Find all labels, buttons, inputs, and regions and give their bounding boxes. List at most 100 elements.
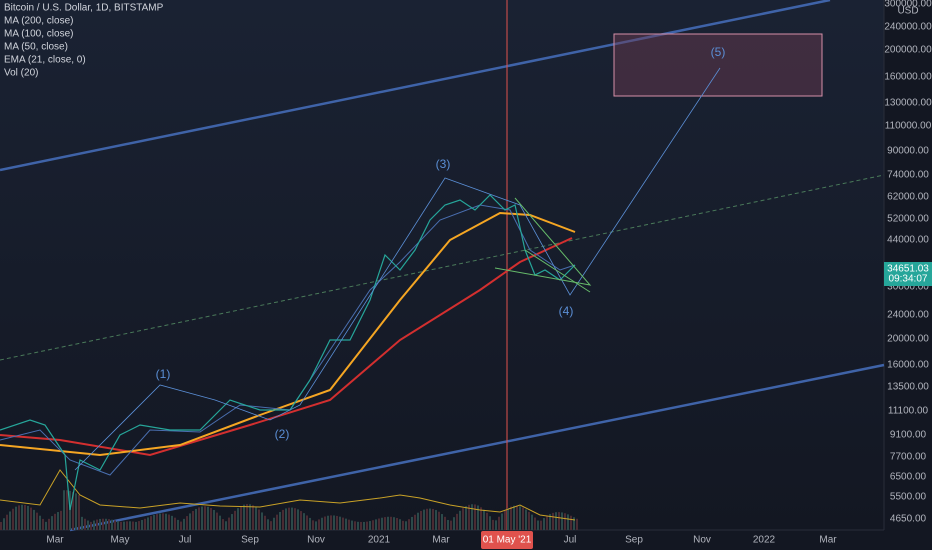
volume-bar [78,495,80,530]
price-label: 44000.00 [887,235,929,246]
volume-bar [441,514,443,530]
volume-bar [384,517,386,530]
volume-bar [6,514,8,530]
volume-bar [243,504,245,530]
volume-bar [54,513,56,530]
volume-bar [96,519,98,530]
volume-bar [15,506,17,530]
volume-bar [81,516,83,530]
volume-bar [477,505,479,530]
volume-bar [114,520,116,530]
volume-bar [36,512,38,530]
volume-bar [375,519,377,530]
volume-bar [387,516,389,530]
time-label: Jul [179,535,192,546]
volume-bar [498,516,500,530]
volume-bar [531,514,533,530]
volume-bar [198,507,200,530]
volume-bar [141,519,143,530]
volume-bar [201,506,203,530]
volume-bar [165,513,167,530]
volume-bar [60,510,62,530]
volume-bar [162,513,164,530]
volume-bar [156,514,158,530]
volume-bar [558,512,560,530]
volume-bar [555,512,557,530]
volume-bar [69,490,71,530]
time-label: Mar [46,535,64,546]
price-label: 13500.00 [887,382,929,393]
time-label: Jul [564,535,577,546]
volume-bar [306,515,308,530]
volume-bar [42,518,44,530]
volume-bar [471,504,473,530]
volume-bar [0,522,2,530]
channel-bottom [69,363,885,532]
volume-bar [360,521,362,530]
volume-bar [369,521,371,530]
volume-bar [510,506,512,530]
symbol-title: Bitcoin / U.S. Dollar, 1D, BITSTAMP [4,3,164,14]
volume-bar [285,508,287,530]
volume-bar [459,510,461,530]
volume-bar [390,516,392,530]
price-label: 20000.00 [887,334,929,345]
volume-bar [348,519,350,530]
volume-bar [216,512,218,530]
ma-100 [0,211,576,457]
volume-ma [0,469,576,521]
volume-bar [117,521,119,530]
volume-bar [423,509,425,530]
volume-bar [294,508,296,530]
volume-bar [3,518,5,530]
volume-bar [147,517,149,530]
volume-bar [105,518,107,530]
price-label: 300000.00 [884,0,932,10]
volume-bar [345,518,347,530]
volume-bar [429,508,431,530]
volume-bar [543,518,545,530]
volume-bar [240,506,242,530]
volume-bar [135,521,137,530]
volume-bar [282,509,284,530]
price-label: 16000.00 [887,360,929,371]
volume-bar [39,515,41,530]
channel-mid [0,174,885,361]
indicator: Vol (20) [4,68,38,79]
volume-bar [342,517,344,530]
volume-bar [501,513,503,530]
volume-bar [213,509,215,530]
volume-bar [564,513,566,530]
volume-bar [528,511,530,530]
volume-bar [225,521,227,530]
volume-bar [396,518,398,530]
volume-bar [474,504,476,530]
volume-bar [90,521,92,530]
volume-bar [72,491,74,530]
volume-bar [63,490,65,530]
volume-bar [237,508,239,530]
price-label: 9100.00 [890,430,927,441]
price-label: 6500.00 [890,472,927,483]
volume-bar [432,508,434,530]
volume-bar [87,520,89,530]
price-label: 7700.00 [890,452,927,463]
volume-bar [519,506,521,530]
volume-bar [204,506,206,530]
volume-bar [84,518,86,530]
volume-bar [123,521,125,530]
price-label: 24000.00 [887,310,929,321]
wave-label: (3) [436,157,451,171]
price-label: 240000.00 [884,22,932,33]
volume-bar [570,515,572,530]
volume-bar [9,511,11,530]
volume-bar [108,519,110,530]
channel-top [0,0,831,172]
target-box [613,33,823,97]
volume-bar [318,519,320,530]
price-label: 4650.00 [890,514,927,525]
volume-bar [567,514,569,530]
volume-bar [381,517,383,530]
price-label: 90000.00 [887,146,929,157]
